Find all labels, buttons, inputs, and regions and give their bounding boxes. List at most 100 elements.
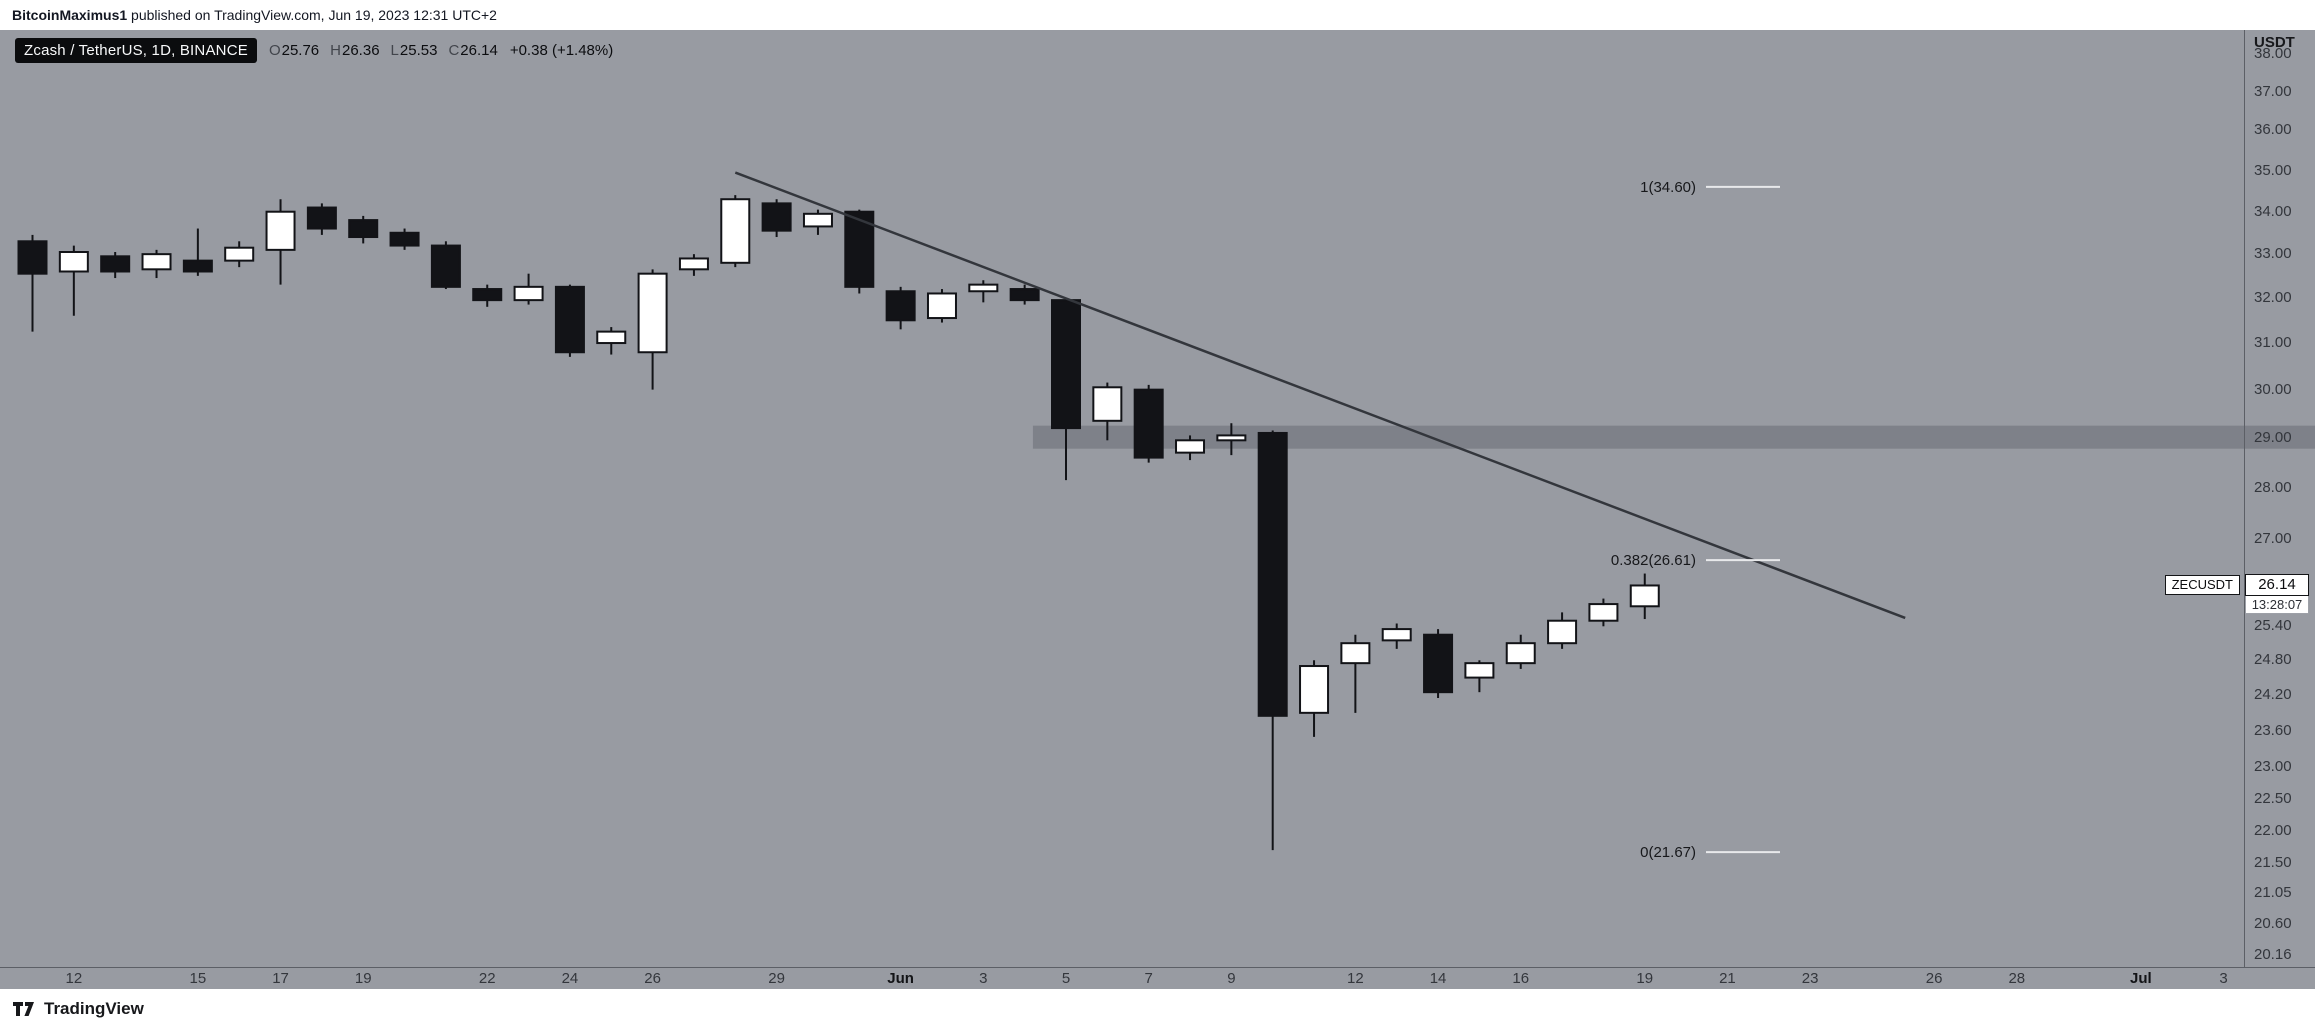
time-axis-label: 12 — [65, 970, 83, 987]
candle-body — [1133, 388, 1164, 459]
time-axis-label: 26 — [1925, 970, 1943, 987]
candle-body — [1009, 288, 1040, 302]
price-axis-label: 35.00 — [2254, 161, 2292, 179]
ohlc-item: L25.53 — [391, 42, 438, 59]
bar-countdown: 13:28:07 — [2245, 596, 2309, 615]
candle-body — [637, 272, 668, 354]
ohlc-item: H26.36 — [330, 42, 379, 59]
ohlc-value: 25.53 — [399, 42, 438, 59]
candle-body — [472, 288, 503, 302]
ohlc-value: 25.76 — [281, 42, 320, 59]
fib-level-label: 1(34.60) — [1640, 179, 1696, 196]
candle-body — [554, 285, 585, 354]
publish-bar: BitcoinMaximus1 published on TradingView… — [0, 0, 2315, 30]
price-axis-label: 22.50 — [2254, 789, 2292, 807]
ohlc-letter: H — [330, 42, 341, 59]
candle-body — [265, 210, 296, 251]
candle-body — [306, 206, 337, 230]
price-axis-label: 33.00 — [2254, 245, 2292, 263]
tradingview-brand[interactable]: TradingView — [44, 998, 144, 1018]
price-axis-label: 31.00 — [2254, 334, 2292, 352]
candle-body — [1216, 434, 1247, 442]
support-zone[interactable] — [1032, 425, 2315, 449]
time-axis-label: 16 — [1512, 970, 1530, 987]
time-axis-label: 17 — [272, 970, 289, 987]
candle-body — [1547, 619, 1578, 645]
price-axis-label: 21.05 — [2254, 884, 2292, 902]
ohlc-value: 26.36 — [342, 42, 380, 59]
time-axis-label: 24 — [561, 970, 579, 987]
price-axis-label: 23.60 — [2254, 721, 2292, 739]
price-axis-label: 22.00 — [2254, 821, 2292, 839]
price-axis-label: 29.00 — [2254, 428, 2292, 446]
candle-body — [761, 202, 792, 232]
time-axis-label: 5 — [1061, 970, 1071, 987]
price-axis-label: 34.00 — [2254, 202, 2292, 220]
candle-body — [1505, 642, 1536, 665]
time-axis-month-label: Jul — [2129, 970, 2152, 987]
candle-body — [1299, 665, 1330, 714]
symbol-description[interactable]: Zcash / TetherUS, 1D, BINANCE — [15, 38, 257, 63]
time-axis-label: 12 — [1347, 970, 1364, 987]
candle-body — [926, 292, 957, 320]
price-axis-label: 37.00 — [2254, 82, 2292, 100]
time-axis-label: 14 — [1429, 970, 1447, 987]
fib-level-label: 0.382(26.61) — [1611, 552, 1696, 569]
time-axis-label: 3 — [2219, 970, 2228, 987]
candle-body — [17, 240, 48, 275]
candle-body — [1175, 439, 1206, 454]
symbol-tag: ZECUSDT — [2164, 575, 2240, 596]
candle-body — [1629, 584, 1660, 608]
chart-legend: Zcash / TetherUS, 1D, BINANCE O25.76 H26.… — [15, 38, 613, 63]
price-tag: 26.14 13:28:07 — [2245, 574, 2309, 615]
candle-body — [1092, 386, 1123, 422]
price-axis-label: 23.00 — [2254, 758, 2292, 776]
footer: TradingView — [0, 989, 2315, 1028]
time-axis-label: 19 — [1636, 970, 1654, 987]
candle-body — [1051, 299, 1081, 430]
price-axis-label: 20.60 — [2254, 915, 2292, 933]
candle-body — [58, 251, 89, 273]
price-axis-label: 32.00 — [2254, 288, 2292, 306]
candle-body — [1423, 633, 1454, 694]
time-axis-label: 21 — [1719, 970, 1736, 987]
price-axis-label: 30.00 — [2254, 380, 2292, 398]
candle-body — [348, 219, 379, 239]
time-axis-label: 19 — [354, 970, 372, 987]
time-axis-label: 3 — [979, 970, 988, 987]
legend-change: +0.38 (+1.48%) — [509, 42, 614, 59]
candle-body — [1340, 642, 1371, 665]
candlestick-plot[interactable]: 1(34.60) 0.382(26.61) 0(21.67) — [0, 30, 2315, 967]
candle-body — [389, 231, 420, 247]
ohlc-item: C26.14 — [448, 42, 497, 59]
time-axis-label: 7 — [1144, 970, 1153, 987]
price-axis-label: 20.16 — [2254, 945, 2292, 963]
price-axis-label: 21.50 — [2254, 854, 2292, 872]
candle-body — [1464, 662, 1495, 679]
trendline[interactable] — [734, 171, 1906, 620]
time-axis[interactable]: 12 15 17 19 22 24 26 29 Jun 3 5 7 9 12 14 16 19 21 23 26 28 J… — [0, 967, 2315, 989]
price-axis[interactable]: USDT 38.00 37.00 36.00 35.00 34.00 33.00 32.00… — [2244, 30, 2315, 967]
price-axis-label: 25.40 — [2254, 617, 2292, 635]
tradingview-logo-icon[interactable] — [12, 1000, 36, 1018]
ohlc-letter: L — [390, 42, 399, 59]
legend-ohlc: O25.76 H26.36 L25.53 C26.14 — [269, 42, 498, 59]
time-axis-label: 22 — [478, 970, 496, 987]
candle-body — [596, 330, 627, 345]
price-axis-label: 28.00 — [2254, 478, 2292, 496]
publish-info: published on TradingView.com, Jun 19, 20… — [127, 7, 497, 23]
time-axis-label: 29 — [768, 970, 785, 987]
price-axis-label: 36.00 — [2254, 121, 2292, 139]
price-axis-label: 24.80 — [2254, 651, 2292, 669]
candle-body — [1588, 603, 1619, 622]
candle-body — [182, 259, 213, 273]
candle-body — [1381, 628, 1412, 642]
last-price-label: 26.14 — [2245, 574, 2309, 597]
candle-body — [141, 253, 172, 271]
time-axis-month-label: Jun — [887, 970, 914, 987]
chart-area[interactable]: 1(34.60) 0.382(26.61) 0(21.67) Zcash / Tet… — [0, 30, 2315, 989]
candle-body — [885, 290, 916, 322]
candle-body — [968, 283, 999, 293]
ohlc-letter: C — [448, 42, 460, 59]
candle-body — [720, 198, 751, 264]
